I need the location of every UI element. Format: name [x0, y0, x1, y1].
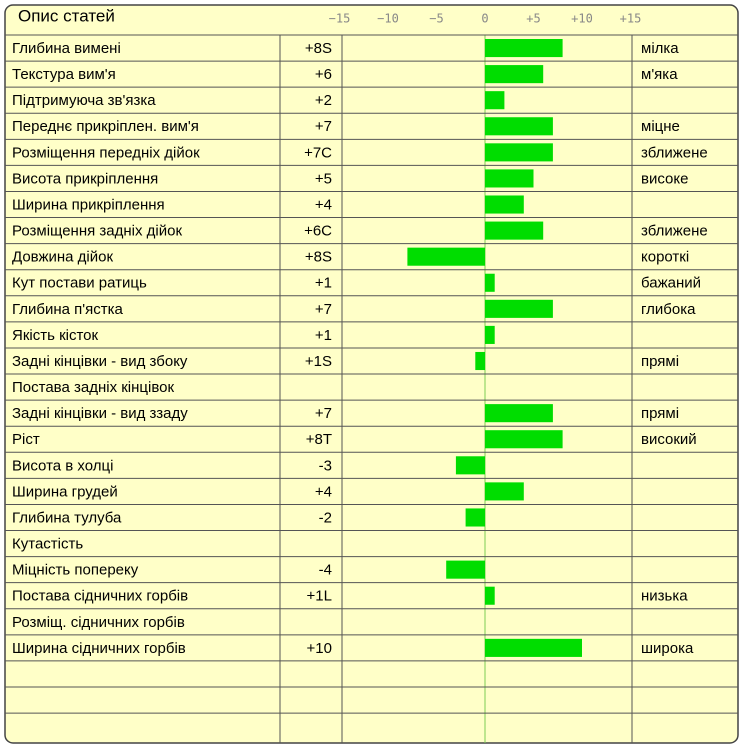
trait-name: Розміщення задніх дійок [12, 223, 182, 240]
trait-name: Міцність попереку [12, 562, 139, 579]
trait-description: бажаний [641, 275, 701, 292]
bar [485, 65, 544, 84]
x-tick-label: −5 [429, 12, 443, 26]
trait-score: +1 [315, 327, 332, 344]
trait-description: високий [641, 431, 697, 448]
trait-name: Постава задніх кінцівок [12, 379, 174, 396]
trait-description: короткі [641, 249, 689, 266]
trait-score: +4 [315, 196, 332, 213]
trait-name: Ширина прикріплення [12, 196, 165, 213]
trait-score: +2 [315, 92, 332, 109]
trait-name: Розміщення передніх дійок [12, 144, 200, 161]
trait-score: +1 [315, 275, 332, 292]
trait-description: прямі [641, 405, 679, 422]
trait-score: +4 [315, 483, 332, 500]
trait-description: міцне [641, 118, 680, 135]
bar [485, 404, 553, 423]
bar [465, 508, 485, 527]
bar [485, 638, 582, 657]
trait-name: Ширина сідничних горбів [12, 640, 186, 657]
trait-score: -2 [319, 509, 332, 526]
trait-score: +7 [315, 118, 332, 135]
trait-description: низька [641, 588, 688, 605]
x-tick-label: +10 [571, 12, 593, 26]
trait-score: +5 [315, 170, 332, 187]
chart-title: Опис статей [18, 6, 115, 25]
trait-score: +10 [307, 640, 332, 657]
trait-score: +1L [307, 588, 332, 605]
x-tick-label: +15 [620, 12, 642, 26]
trait-name: Глибина тулуба [12, 509, 122, 526]
trait-score: +6 [315, 66, 332, 83]
trait-name: Якість кісток [12, 327, 99, 344]
trait-description: зближене [641, 144, 708, 161]
trait-score: +8S [305, 249, 332, 266]
bar [485, 195, 524, 214]
bar [446, 560, 485, 579]
trait-name: Постава сідничних горбів [12, 588, 188, 605]
trait-name: Переднє прикріплен. вим'я [12, 118, 199, 135]
trait-name: Розміщ. сідничних горбів [12, 614, 185, 631]
trait-description: прямі [641, 353, 679, 370]
bar [485, 482, 524, 501]
bar [485, 273, 495, 292]
trait-score: +7 [315, 301, 332, 318]
bar [485, 143, 553, 162]
trait-name: Задні кінцівки - вид ззаду [12, 405, 188, 422]
trait-name: Ріст [12, 431, 40, 448]
trait-description: зближене [641, 223, 708, 240]
x-tick-label: +5 [526, 12, 540, 26]
bar [485, 586, 495, 605]
trait-name: Ширина грудей [12, 483, 118, 500]
x-tick-label: 0 [481, 12, 488, 26]
bar [485, 39, 563, 58]
trait-name: Кутастість [12, 536, 83, 553]
trait-score: -3 [319, 457, 332, 474]
bar [485, 117, 553, 136]
trait-name: Глибина вимені [12, 40, 121, 57]
trait-name: Висота прикріплення [12, 170, 158, 187]
trait-score: +7C [304, 144, 332, 161]
trait-description: м'яка [641, 66, 678, 83]
trait-description: високе [641, 170, 688, 187]
x-tick-label: −15 [329, 12, 351, 26]
bar [485, 91, 505, 110]
bar [485, 430, 563, 449]
trait-name: Задні кінцівки - вид збоку [12, 353, 188, 370]
trait-score: +6C [304, 223, 332, 240]
trait-name: Підтримуюча зв'язка [12, 92, 156, 109]
bar [485, 169, 534, 188]
trait-name: Довжина дійок [12, 249, 113, 266]
trait-description: мілка [641, 40, 679, 57]
bar [485, 299, 553, 318]
x-tick-label: −10 [377, 12, 399, 26]
trait-score: -4 [319, 562, 332, 579]
trait-name: Висота в холці [12, 457, 113, 474]
trait-score: +8T [306, 431, 332, 448]
trait-description: широка [641, 640, 694, 657]
bar [407, 247, 485, 266]
trait-description: глибока [641, 301, 696, 318]
bar [485, 325, 495, 344]
bar [455, 456, 485, 475]
trait-name: Глибина п'ястка [12, 301, 124, 318]
trait-score: +1S [305, 353, 332, 370]
bar [485, 221, 544, 240]
trait-score: +8S [305, 40, 332, 57]
trait-score: +7 [315, 405, 332, 422]
bar [475, 351, 485, 371]
trait-name: Кут постави ратиць [12, 275, 147, 292]
trait-name: Текстура вим'я [12, 66, 116, 83]
